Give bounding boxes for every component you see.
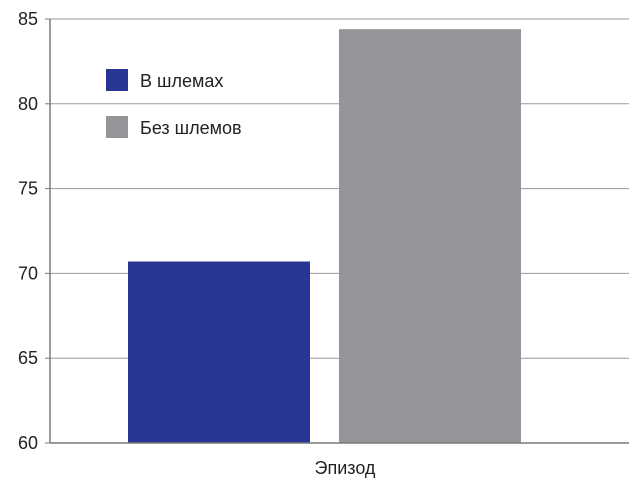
legend-label-without-helmets: Без шлемов [140, 118, 242, 138]
y-tick-label-85: 85 [18, 9, 38, 29]
bar-without-helmets [339, 29, 521, 444]
axes [49, 19, 629, 444]
bars [128, 29, 521, 444]
y-tick-label-60: 60 [18, 433, 38, 453]
y-tick-label-75: 75 [18, 179, 38, 199]
legend: В шлемах Без шлемов [106, 69, 242, 138]
x-axis-label: Эпизод [315, 458, 376, 478]
y-tick-label-70: 70 [18, 263, 38, 283]
y-tick-label-65: 65 [18, 348, 38, 368]
bar-with-helmets [128, 261, 310, 443]
legend-swatch-with-helmets [106, 69, 128, 91]
legend-label-with-helmets: В шлемах [140, 71, 223, 91]
legend-swatch-without-helmets [106, 116, 128, 138]
y-tick-labels: 60 65 70 75 80 85 [18, 9, 50, 453]
y-tick-label-80: 80 [18, 94, 38, 114]
